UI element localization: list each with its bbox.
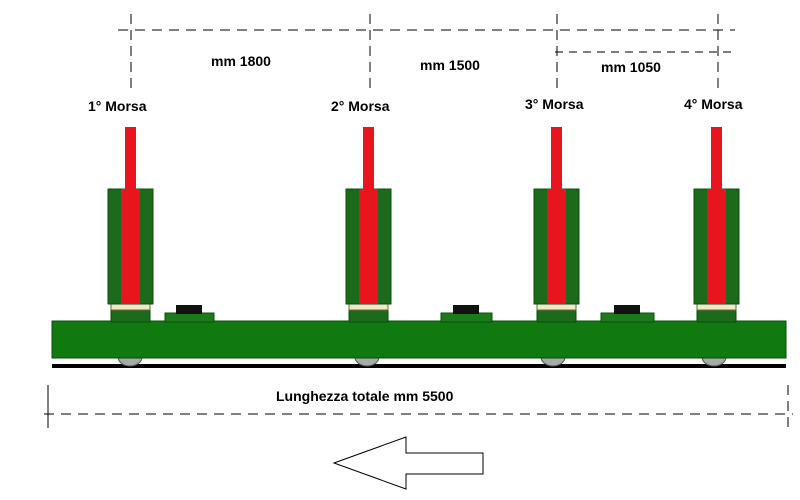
vise-2	[345, 127, 392, 323]
vise-base	[536, 309, 577, 323]
vise-base	[696, 309, 737, 323]
vise-label-3: 3° Morsa	[525, 96, 584, 112]
vise-piston	[547, 189, 566, 304]
vise-piston	[121, 189, 140, 304]
vise-piston	[359, 189, 378, 304]
total-length-label: Lunghezza totale mm 5500	[276, 388, 454, 404]
vise-rod	[551, 127, 562, 189]
dimension-label-3: mm 1050	[601, 59, 661, 75]
vise-label-1: 1° Morsa	[88, 98, 147, 114]
rail	[52, 364, 786, 368]
vise-label-4: 4° Morsa	[684, 96, 743, 112]
vise-4	[693, 127, 740, 323]
top-dimension-lines	[118, 14, 735, 90]
vise-3	[533, 127, 580, 323]
stop-blocks	[164, 305, 655, 323]
vise-piston	[707, 189, 726, 304]
main-beam	[51, 320, 787, 359]
left-arrow-outline-icon	[332, 436, 484, 490]
stop-block	[440, 305, 493, 323]
stop-block	[600, 305, 655, 323]
stop-block	[164, 305, 215, 323]
vise-rod	[363, 127, 374, 189]
vise-base	[110, 309, 151, 323]
vise-label-2: 2° Morsa	[331, 98, 390, 114]
bottom-dimension-line	[44, 385, 793, 428]
vise-1	[107, 127, 154, 323]
vise-rod	[711, 127, 722, 189]
vise-base	[348, 309, 389, 323]
vise-rod	[125, 127, 136, 189]
dimension-label-1: mm 1800	[211, 53, 271, 69]
dimension-label-2: mm 1500	[420, 57, 480, 73]
